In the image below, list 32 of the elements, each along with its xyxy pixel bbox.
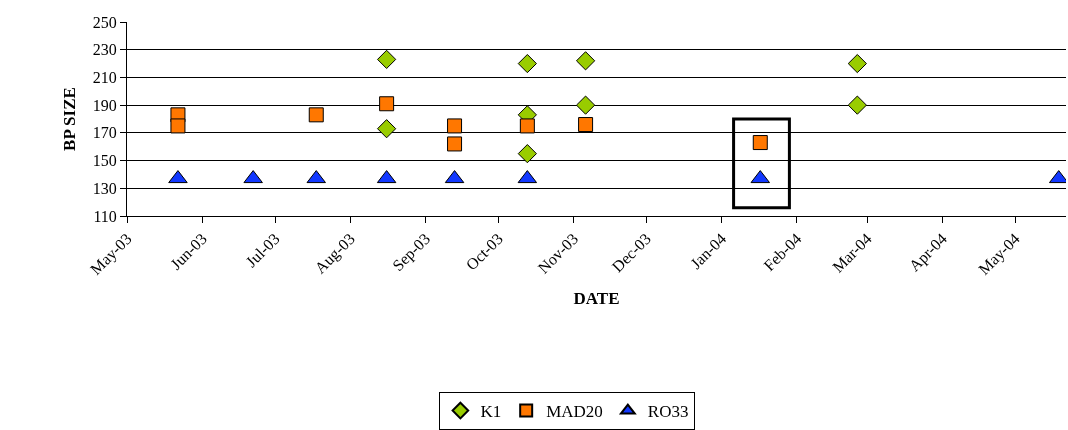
y-tick-label: 190 bbox=[92, 96, 117, 114]
y-tick-label: 110 bbox=[93, 207, 117, 225]
legend-label: K1 bbox=[480, 402, 502, 422]
legend-label: RO33 bbox=[647, 402, 689, 422]
point bbox=[847, 95, 867, 115]
point bbox=[243, 170, 263, 184]
point bbox=[447, 118, 463, 134]
point bbox=[752, 135, 768, 151]
point bbox=[447, 136, 463, 152]
y-tick-label: 250 bbox=[92, 13, 117, 31]
point bbox=[377, 49, 397, 70]
point bbox=[170, 118, 186, 134]
x-axis-title: DATE bbox=[573, 288, 620, 308]
point bbox=[517, 144, 537, 164]
point bbox=[517, 53, 537, 74]
point bbox=[575, 51, 596, 71]
y-tick-label: 230 bbox=[92, 41, 117, 59]
point bbox=[847, 53, 867, 74]
point bbox=[379, 96, 395, 112]
y-tick-label: 150 bbox=[92, 152, 117, 170]
legend-label: MAD20 bbox=[546, 402, 603, 422]
y-tick-label: 210 bbox=[92, 69, 117, 87]
y-tick-label: 170 bbox=[92, 124, 117, 142]
point bbox=[575, 95, 596, 115]
point bbox=[519, 118, 535, 134]
point bbox=[578, 117, 594, 133]
y-tick-label: 130 bbox=[92, 179, 117, 197]
y-axis-title: BP SIZE bbox=[60, 87, 80, 151]
point bbox=[377, 119, 397, 139]
point bbox=[306, 170, 326, 184]
point bbox=[308, 107, 324, 123]
point bbox=[168, 170, 188, 184]
